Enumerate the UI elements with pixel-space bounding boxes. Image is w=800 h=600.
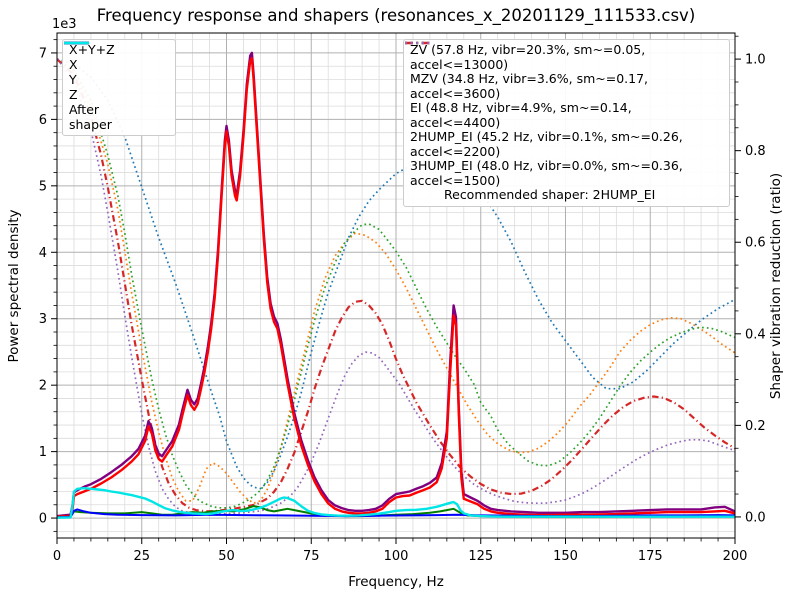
tick-label: 0.6 xyxy=(745,236,766,251)
tick-label: 175 xyxy=(638,549,663,564)
tick-label: 50 xyxy=(218,549,235,564)
chart-title: Frequency response and shapers (resonanc… xyxy=(97,6,696,26)
tick-label: 6 xyxy=(39,113,47,128)
legend-line-sample-3hump xyxy=(405,41,430,45)
tick-label: 100 xyxy=(384,549,409,564)
series-line-h2 xyxy=(57,58,735,513)
tick-label: 0.4 xyxy=(745,327,766,342)
y-left-axis-label: Power spectral density xyxy=(6,209,22,362)
tick-label: 4 xyxy=(39,246,47,261)
tick-label: 0 xyxy=(53,549,61,564)
legend-item-label: 3HUMP_EI (48.0 Hz, vibr=0.0%, sm~=0.36, … xyxy=(410,158,683,188)
legend-item-label: 2HUMP_EI (45.2 Hz, vibr=0.1%, sm~=0.26, … xyxy=(410,129,683,159)
tick-label: 0.8 xyxy=(745,144,766,159)
legend-item-label: EI (48.8 Hz, vibr=4.9%, sm~=0.14, accel<… xyxy=(410,100,632,130)
tick-label: 0.0 xyxy=(745,510,766,525)
tick-label: 1 xyxy=(39,445,47,460)
tick-label: 200 xyxy=(723,549,748,564)
legend-item-label: X+Y+Z xyxy=(69,42,115,58)
x-axis-label: Frequency, Hz xyxy=(348,574,444,590)
series-line-after xyxy=(57,487,735,519)
legend-item-x: X xyxy=(64,41,169,73)
legend-item-zv: ZV (57.8 Hz, vibr=20.3%, sm~=0.05, accel… xyxy=(405,41,723,72)
tick-label: 0.2 xyxy=(745,419,766,434)
legend-item-label: Z xyxy=(69,87,78,103)
legend-item-label: ZV (57.8 Hz, vibr=20.3%, sm~=0.05, accel… xyxy=(410,42,646,72)
legend-psd: X+Y+Z X Y Z After shaper xyxy=(62,39,176,136)
series-line-x xyxy=(57,57,735,518)
legend-item-2hump-ei: 2HUMP_EI (45.2 Hz, vibr=0.1%, sm~=0.26, … xyxy=(405,41,723,159)
legend-item-after-shaper: After shaper xyxy=(64,41,169,132)
ticks-layer: 0 25 50 75 100 125 150 175 200 0 1 2 3 4 5 6 7 0.0 0.2 0.4 0… xyxy=(39,35,766,564)
legend-item-z: Z xyxy=(64,41,169,103)
legend-item-label: After shaper xyxy=(69,102,112,132)
legend-item-ei: EI (48.8 Hz, vibr=4.9%, sm~=0.14, accel<… xyxy=(405,41,723,130)
series-line-zv xyxy=(57,58,735,490)
tick-label: 0 xyxy=(39,512,47,527)
tick-label: 75 xyxy=(303,549,320,564)
series-layer xyxy=(57,51,735,519)
legend-line-sample-after xyxy=(64,41,89,45)
legend-item-mzv: MZV (34.8 Hz, vibr=3.6%, sm~=0.17, accel… xyxy=(405,41,723,101)
tick-label: 25 xyxy=(133,549,150,564)
tick-label: 3 xyxy=(39,312,47,327)
legend-item-3hump-ei: 3HUMP_EI (48.0 Hz, vibr=0.0%, sm~=0.36, … xyxy=(405,41,723,188)
tick-label: 125 xyxy=(468,549,493,564)
y-right-axis-label: Shaper vibration reduction (ratio) xyxy=(768,173,784,399)
legend-item-y: Y xyxy=(64,41,169,88)
legend-item-label: X xyxy=(69,57,78,73)
tick-label: 2 xyxy=(39,379,47,394)
series-line-ei xyxy=(57,58,735,509)
series-line-h3 xyxy=(57,58,735,516)
legend-footer-label: Recommended shaper: 2HUMP_EI xyxy=(444,187,656,203)
tick-label: 1.0 xyxy=(745,53,766,68)
legend-item-label: MZV (34.8 Hz, vibr=3.6%, sm~=0.17, accel… xyxy=(410,71,649,101)
tick-label: 7 xyxy=(39,46,47,61)
y-left-offset-text: 1e3 xyxy=(52,17,77,32)
tick-label: 150 xyxy=(553,549,578,564)
legend-footer-recommended-shaper: Recommended shaper: 2HUMP_EI xyxy=(410,188,723,203)
legend-item-label: Y xyxy=(69,72,77,88)
legend-shapers: ZV (57.8 Hz, vibr=20.3%, sm~=0.05, accel… xyxy=(403,39,730,207)
tick-label: 5 xyxy=(39,179,47,194)
